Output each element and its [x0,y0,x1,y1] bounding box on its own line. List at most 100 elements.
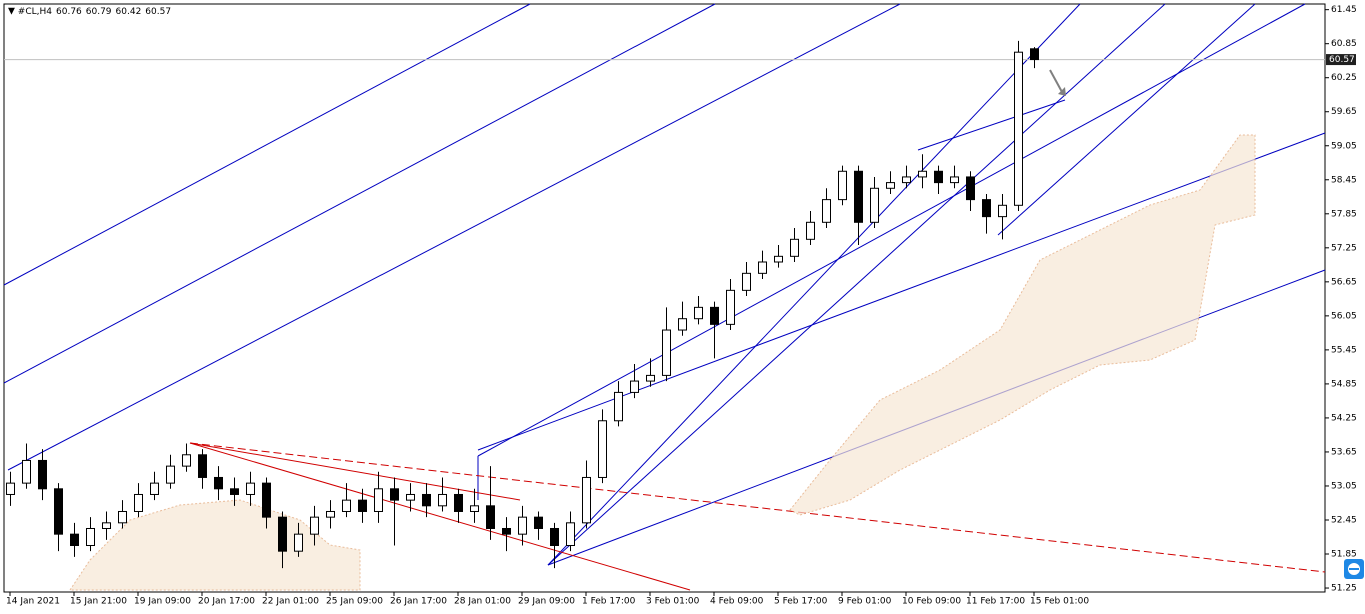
header-open: 60.76 [56,7,82,17]
y-tick-label: 53.65 [1331,447,1357,457]
header-low: 60.42 [116,7,142,17]
candle-body [310,516,319,535]
candle-body [342,499,351,512]
candle-body [966,176,975,201]
candle-body [422,493,431,507]
candle-body [102,522,111,529]
candle-body [262,482,271,518]
current-price-label: 60.57 [1329,55,1355,65]
candle-body [582,476,591,524]
x-tick-label: 10 Feb 09:00 [902,597,961,607]
y-tick-label: 59.65 [1331,107,1357,117]
candle-body [358,499,367,512]
candle-body [918,170,927,178]
candle-body [470,505,479,512]
y-tick-label: 60.25 [1331,73,1357,83]
x-tick-label: 19 Jan 09:00 [134,597,191,607]
candle-body [902,176,911,184]
trend-line [7,3,901,471]
candle-body [870,187,879,223]
arrow-head [1058,87,1066,96]
current-price-box [1326,54,1356,66]
candle-body [86,527,95,547]
candle-body [454,493,463,512]
x-tick-label: 5 Feb 17:00 [774,597,828,607]
candles [6,40,1039,569]
x-tick-label: 15 Feb 01:00 [1030,597,1089,607]
candle-body [374,488,383,512]
y-tick-label: 54.25 [1331,413,1357,423]
candle-body [662,329,671,376]
x-tick-label: 20 Jan 17:00 [198,597,255,607]
header-close: 60.57 [145,7,171,17]
y-tick-label: 56.65 [1331,277,1357,287]
candle-body [182,454,191,467]
candle-body [726,289,735,325]
x-tick-label: 29 Jan 09:00 [518,597,575,607]
arrow [1049,69,1063,93]
analysis-objects [3,3,1326,591]
candle-body [998,204,1007,218]
fan-line [547,3,1081,566]
candle-body [758,261,767,274]
candle-body [1030,48,1039,61]
candle-body [598,420,607,478]
candle-body [1014,51,1023,206]
candle-body [694,306,703,320]
candle-body [54,488,63,535]
candle-body [198,454,207,478]
candle-body [38,459,47,490]
header-high: 60.79 [86,7,112,17]
ichimoku-cloud [789,134,1256,516]
y-tick-label: 52.45 [1331,515,1357,525]
x-tick-label: 26 Jan 17:00 [390,597,447,607]
x-tick-label: 9 Feb 01:00 [838,597,892,607]
candle-body [326,510,335,518]
fan-line [917,99,1066,151]
candle-body [214,476,223,490]
candle-body [118,510,127,524]
candle-body [70,533,79,547]
candle-body [566,522,575,547]
fan-line [547,3,1166,566]
candle-body [678,318,687,331]
candle-body [534,516,543,529]
x-tick-label: 28 Jan 01:00 [454,597,511,607]
y-tick-label: 58.45 [1331,175,1357,185]
y-tick-label: 57.85 [1331,209,1357,219]
chart-header: ▼ #CL,H4 60.76 60.79 60.42 60.57 [8,7,171,17]
candle-body [486,505,495,529]
y-tick-label: 59.05 [1331,141,1357,151]
candle-body [822,199,831,223]
candle-body [614,391,623,422]
candle-body [150,482,159,495]
candle-body [806,221,815,240]
candle-body [838,170,847,201]
candle-body [134,493,143,512]
candle-body [294,533,303,552]
trend-line [189,442,691,591]
y-tick-label: 57.25 [1331,243,1357,253]
x-tick-label: 11 Feb 17:00 [966,597,1025,607]
y-tick-label: 51.25 [1331,584,1357,594]
candle-body [278,516,287,552]
candle-body [934,170,943,184]
x-tick-label: 22 Jan 01:00 [262,597,319,607]
symbol: #CL,H4 [18,7,52,17]
x-tick-label: 4 Feb 09:00 [710,597,764,607]
candle-body [854,170,863,223]
x-tick-label: 15 Jan 21:00 [70,597,127,607]
candle-body [246,482,255,495]
candle-body [742,272,751,291]
candle-body [518,516,527,535]
candle-body [6,482,15,495]
y-tick-label: 56.05 [1331,311,1357,321]
fan-line [997,3,1256,236]
y-tick-label: 53.05 [1331,481,1357,491]
candle-body [982,199,991,218]
candle-body [166,465,175,484]
candle-body [630,380,639,393]
y-tick-label: 61.45 [1331,5,1357,15]
y-tick-label: 55.45 [1331,345,1357,355]
